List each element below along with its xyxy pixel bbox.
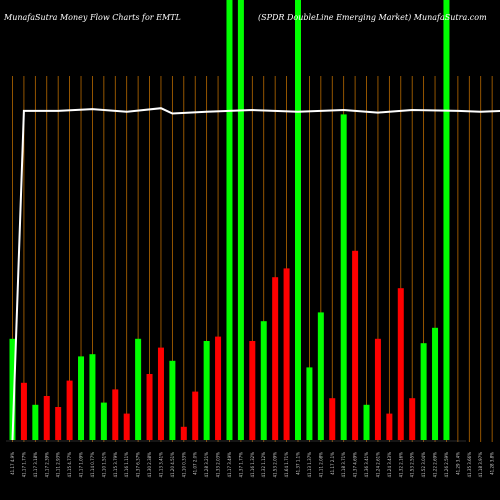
- header-left-title: MunafaSutra Money Flow Charts for EMTL: [3, 13, 181, 22]
- bar-down: [66, 380, 73, 440]
- x-tick-label: 41.11 2.93%: [56, 452, 61, 478]
- x-tick-label: 41.32 1.12%: [261, 452, 266, 478]
- x-tick-label: 41.30 2.38%: [147, 452, 152, 478]
- x-tick-label: 41.18 3.97%: [478, 452, 483, 478]
- x-tick-label: 41.64 1.71%: [284, 452, 289, 478]
- x-tick-label: 41.28 3.8%: [490, 452, 495, 475]
- x-tick-label: 41.18 3.71%: [341, 452, 346, 478]
- bar-down: [386, 413, 393, 440]
- x-tick-label: 41.14 0.77%: [90, 452, 95, 478]
- x-tick-label: 41.37 1.1%: [296, 452, 301, 475]
- x-tick-label: 41.24 3.43%: [387, 452, 392, 478]
- bar-series: [9, 0, 450, 441]
- flow-line: [11, 107, 500, 441]
- bar-up: [317, 312, 324, 440]
- x-tick-label: 41.07 2.0%: [193, 452, 198, 475]
- flow-line-series: [11, 107, 500, 441]
- bar-down: [374, 338, 381, 440]
- bar-up: [237, 0, 244, 440]
- x-tick-label: 41.15 4.77%: [67, 452, 72, 478]
- bar-down: [215, 336, 222, 440]
- x-tick-label: 41.28 3.21%: [204, 452, 209, 478]
- x-tick-label: 41.24 2.61%: [375, 452, 380, 478]
- bar-down: [329, 398, 336, 440]
- bar-down: [249, 341, 256, 440]
- bar-down: [180, 426, 187, 440]
- bar-up: [340, 114, 347, 441]
- bar-up: [260, 321, 267, 440]
- x-tick-label: 41.22 2.69%: [433, 452, 438, 478]
- bar-up: [169, 360, 176, 440]
- bar-up: [9, 338, 16, 440]
- bar-up: [443, 0, 450, 440]
- bar-up: [100, 402, 107, 440]
- bar-up: [363, 404, 370, 440]
- bar-up: [89, 354, 96, 440]
- bar-down: [55, 407, 62, 440]
- x-tick-label: 41.32 2.16%: [398, 452, 403, 478]
- x-tick-label: 41.35 3.66%: [467, 452, 472, 478]
- x-tick-label: 41.17 1.09%: [79, 452, 84, 478]
- bar-down: [283, 268, 290, 440]
- bar-up: [420, 343, 427, 440]
- bar-down: [157, 347, 164, 440]
- bar-down: [20, 382, 27, 440]
- header-right-title: (SPDR DoubleLine Emerging Market) Munafa…: [258, 13, 487, 22]
- x-tick-label: 41.13 1.37%: [307, 452, 312, 478]
- x-tick-label: 41.53 2.55%: [410, 452, 415, 478]
- x-tick-label: 41.36 3.41%: [364, 452, 369, 478]
- bar-down: [43, 396, 50, 440]
- x-tick-label: 41.11 2.08%: [318, 452, 323, 478]
- x-tick-label: 41.17 3.49%: [227, 452, 232, 478]
- bar-up: [226, 0, 233, 440]
- x-tick-label: 41.17 3.18%: [33, 452, 38, 478]
- bar-down: [272, 277, 279, 440]
- x-tick-label: 41.37 1.77%: [238, 452, 243, 478]
- x-tick-label: 41.37 4.69%: [353, 452, 358, 478]
- x-tick-label: 41.53 2.09%: [273, 452, 278, 478]
- x-tick-label: 41.17 2.39%: [44, 452, 49, 478]
- bar-up: [306, 367, 313, 440]
- x-tick-label: 41.26 2.59%: [444, 452, 449, 478]
- bar-down: [146, 374, 153, 440]
- x-tick-labels: 41.17 4.9% 41.17 1.77% 41.17 3.18% 41.17 2.…: [10, 452, 495, 478]
- bar-down: [397, 288, 404, 440]
- x-tick-label: 41.17 1.77%: [21, 452, 26, 478]
- x-tick-label: 41.15 3.79%: [113, 452, 118, 478]
- bar-down: [192, 391, 199, 440]
- bar-up: [32, 404, 39, 440]
- bar-down: [112, 389, 119, 440]
- x-tick-label: 41.13 3.41%: [158, 452, 163, 478]
- x-tick-label: 41.29 3.4%: [455, 452, 460, 475]
- x-tick-label: 41.37 6.37%: [136, 452, 141, 478]
- bar-down: [123, 413, 130, 440]
- x-tick-label: 41.20 4.51%: [170, 452, 175, 478]
- x-tick-label: 41.52 3.04%: [421, 452, 426, 478]
- bar-up: [203, 341, 210, 440]
- x-tick-label: 41.17 2.1%: [330, 452, 335, 475]
- x-tick-label: 41.16 1.32%: [250, 452, 255, 478]
- bar-up: [78, 356, 85, 440]
- bar-down: [409, 398, 416, 440]
- bar-up: [135, 338, 142, 440]
- bar-up: [295, 0, 301, 440]
- x-tick-label: 41.10 1.51%: [101, 452, 106, 478]
- bar-up: [432, 327, 439, 440]
- x-tick-label: 41.17 4.9%: [10, 452, 15, 475]
- x-tick-label: 41.10 0.33%: [181, 452, 186, 478]
- x-tick-label: 41.16 1.11%: [124, 452, 129, 478]
- bar-down: [352, 250, 359, 440]
- x-tick-label: 41.33 2.03%: [216, 452, 221, 478]
